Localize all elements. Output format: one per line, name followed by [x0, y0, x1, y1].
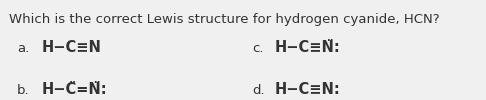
Text: H−C̈=N̈:: H−C̈=N̈: [41, 82, 107, 98]
Text: H−C≡N: H−C≡N [41, 40, 101, 56]
Text: a.: a. [17, 42, 29, 55]
Text: H−C≡N:: H−C≡N: [275, 82, 340, 98]
Text: H−C≡N̈:: H−C≡N̈: [275, 40, 340, 56]
Text: c.: c. [253, 42, 264, 55]
Text: d.: d. [253, 84, 265, 96]
Text: b.: b. [17, 84, 30, 96]
Text: Which is the correct Lewis structure for hydrogen cyanide, HCN?: Which is the correct Lewis structure for… [9, 13, 439, 26]
